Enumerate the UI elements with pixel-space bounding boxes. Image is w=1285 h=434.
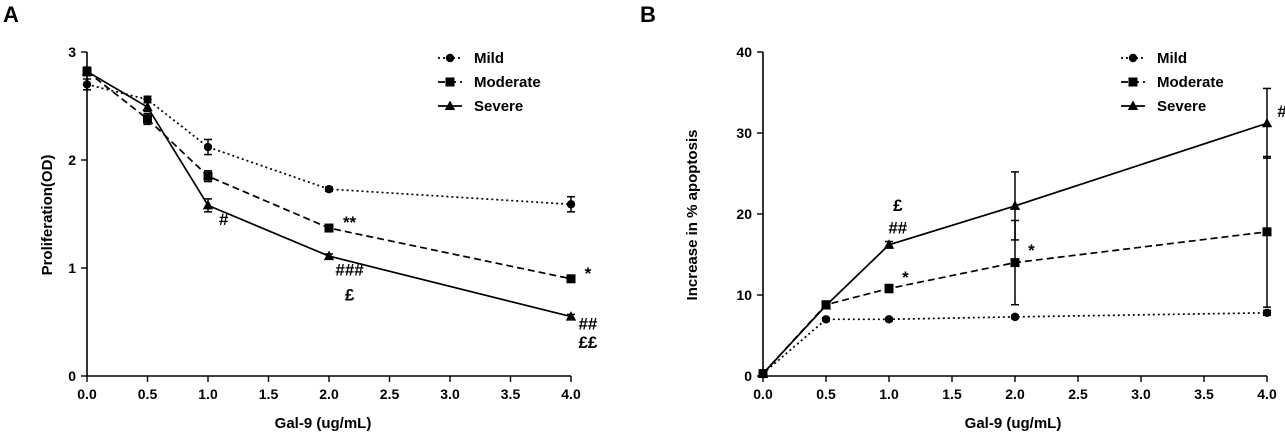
- panel-b-x-tick-label: 0.0: [753, 386, 773, 402]
- panel-b-series-mild-point: [821, 315, 831, 324]
- panel-a-legend-marker: [445, 53, 455, 63]
- panel-a-x-tick-label: 1.0: [198, 386, 218, 402]
- panel-b-x-tick-label: 0.5: [816, 386, 836, 402]
- panel-b-series-mild-point: [884, 315, 894, 324]
- panel-a-series-severe-point: [142, 101, 153, 112]
- panel-a: A 0.0 0.5 1.0 1.5 2.0 2.5 3.0 3.5 4.0 0 1 2 3 Mild Mod…: [3, 2, 598, 432]
- panel-a-legend-label: Severe: [474, 98, 523, 115]
- panel-letter-a: A: [3, 2, 19, 27]
- panel-b-series-severe-point: [1009, 200, 1021, 210]
- panel-a-x-axis-title: Gal-9 (ug/mL): [275, 415, 372, 432]
- panel-b-significance-label: *: [902, 268, 909, 287]
- panel-b-series-severe-point: [1261, 117, 1273, 128]
- panel-b-x-tick-label: 4.0: [1257, 386, 1277, 402]
- panel-a-x-tick-label: 1.5: [259, 386, 279, 402]
- panel-a-x-tick-label: 2.5: [380, 386, 400, 402]
- panel-a-series-severe-point: [323, 250, 335, 261]
- panel-a-significance-label: ###: [335, 261, 364, 280]
- panel-a-legend-entry-mild: Mild: [438, 50, 504, 67]
- panel-a-series-moderate-point: [143, 114, 152, 124]
- panel-b-series-severe: [757, 87, 1273, 378]
- panel-a-legend-label: Moderate: [474, 74, 541, 91]
- panel-b-significance-label: £: [893, 196, 903, 215]
- panel-b-series-mild-point: [1262, 308, 1272, 318]
- panel-b-significance-label: ##: [888, 218, 907, 237]
- panel-b-x-tick-label: 3.5: [1194, 386, 1214, 402]
- panel-a-significance-label: £: [345, 285, 355, 304]
- panel-a-series-mild-point: [143, 95, 152, 104]
- panel-a-significance-label: #: [219, 210, 229, 229]
- panel-a-x-tick-label: 3.5: [501, 386, 521, 402]
- panel-a-x-tick-label: 0.5: [138, 386, 158, 402]
- panel-b-series-moderate-point: [1010, 258, 1020, 268]
- panel-b-y-tick-label: 40: [736, 44, 752, 60]
- panel-a-series-severe-point: [565, 311, 577, 321]
- panel-a-series-moderate-point: [324, 223, 334, 233]
- panel-a-series-mild-point: [203, 142, 213, 152]
- panel-a-y-tick-label: 2: [68, 152, 76, 168]
- panel-b-x-tick-label: 1.5: [942, 386, 962, 402]
- panel-b-x-axis-title: Gal-9 (ug/mL): [965, 415, 1062, 432]
- panel-b-series-severe-point: [820, 300, 832, 310]
- panel-b-legend-label: Moderate: [1157, 74, 1224, 91]
- panel-b: B 0.0 0.5 1.0 1.5 2.0 2.5 3.0 3.5 4.0 0 10 20 30 40 Mi…: [640, 2, 1285, 432]
- panel-a-significance-label: **: [343, 213, 357, 232]
- panel-b-legend-label: Mild: [1157, 50, 1187, 67]
- panel-b-legend-marker: [1127, 100, 1139, 110]
- panel-b-significance-label: #: [1277, 102, 1285, 121]
- panel-a-legend-marker: [444, 100, 456, 110]
- panel-letter-b: B: [640, 2, 656, 27]
- panel-b-legend-entry-moderate: Moderate: [1121, 74, 1224, 91]
- panel-b-significance-label: *: [1028, 241, 1035, 260]
- panel-a-y-tick-label: 3: [68, 44, 76, 60]
- panel-a-significance-label: ##: [578, 315, 597, 334]
- panel-a-series-moderate-point: [203, 171, 213, 181]
- panel-b-plot-area: 0.0 0.5 1.0 1.5 2.0 2.5 3.0 3.5 4.0 0 10 20 30 40 Mild…: [736, 44, 1285, 402]
- panel-b-legend-label: Severe: [1157, 98, 1206, 115]
- panel-a-legend-entry-severe: Severe: [438, 98, 523, 115]
- panel-b-series-mild-point: [1010, 312, 1020, 322]
- panel-b-series-severe-point: [883, 239, 895, 249]
- panel-b-legend-entry-severe: Severe: [1121, 98, 1206, 115]
- panel-b-x-tick-label: 1.0: [879, 386, 899, 402]
- panel-b-x-tick-label: 3.0: [1131, 386, 1151, 402]
- panel-b-legend-marker: [1128, 53, 1138, 63]
- panel-a-significance-label: *: [585, 264, 592, 283]
- panel-b-x-tick-label: 2.5: [1068, 386, 1088, 402]
- panel-a-series-moderate-point: [566, 274, 576, 284]
- panel-a-series-mild-point: [566, 200, 576, 209]
- panel-a-x-tick-label: 4.0: [561, 386, 581, 402]
- panel-b-y-tick-label: 0: [744, 368, 752, 384]
- panel-a-x-tick-label: 2.0: [319, 386, 339, 402]
- panel-a-plot-area: 0.0 0.5 1.0 1.5 2.0 2.5 3.0 3.5 4.0 0 1 2 3 Mild Moder…: [68, 44, 598, 402]
- panel-a-x-tick-label: 3.0: [440, 386, 460, 402]
- panel-a-significance-label: ££: [578, 333, 597, 352]
- panel-a-x-tick-label: 0.0: [77, 386, 97, 402]
- panel-b-series-mild: [758, 308, 1272, 378]
- panel-b-y-tick-label: 20: [736, 206, 752, 222]
- panel-a-legend-marker: [445, 77, 455, 87]
- panel-a-series-severe-point: [202, 199, 214, 210]
- panel-b-series-mild-line: [762, 311, 1268, 375]
- panel-a-legend-label: Mild: [474, 50, 504, 67]
- panel-b-series-severe-point: [757, 368, 769, 378]
- panel-a-series-mild-point: [82, 80, 92, 89]
- panel-a-y-axis-title: Proliferation(OD): [39, 155, 56, 276]
- panel-a-series-severe-point: [81, 65, 93, 76]
- panel-b-legend-entry-mild: Mild: [1121, 50, 1187, 67]
- panel-b-y-axis-title: Increase in % apoptosis: [684, 130, 701, 301]
- panel-b-series-moderate-point: [1262, 227, 1272, 237]
- panel-b-y-tick-label: 10: [736, 287, 752, 303]
- panel-b-y-tick-label: 30: [736, 125, 752, 141]
- panel-a-series-mild-point: [324, 184, 334, 194]
- panel-a-series-severe: [81, 65, 577, 321]
- panel-b-series-moderate-point: [884, 284, 894, 294]
- panel-a-y-tick-label: 0: [68, 368, 76, 384]
- panel-b-legend-marker: [1128, 77, 1138, 87]
- panel-a-legend-entry-moderate: Moderate: [438, 74, 541, 91]
- panel-a-y-tick-label: 1: [68, 260, 76, 276]
- panel-b-x-tick-label: 2.0: [1005, 386, 1025, 402]
